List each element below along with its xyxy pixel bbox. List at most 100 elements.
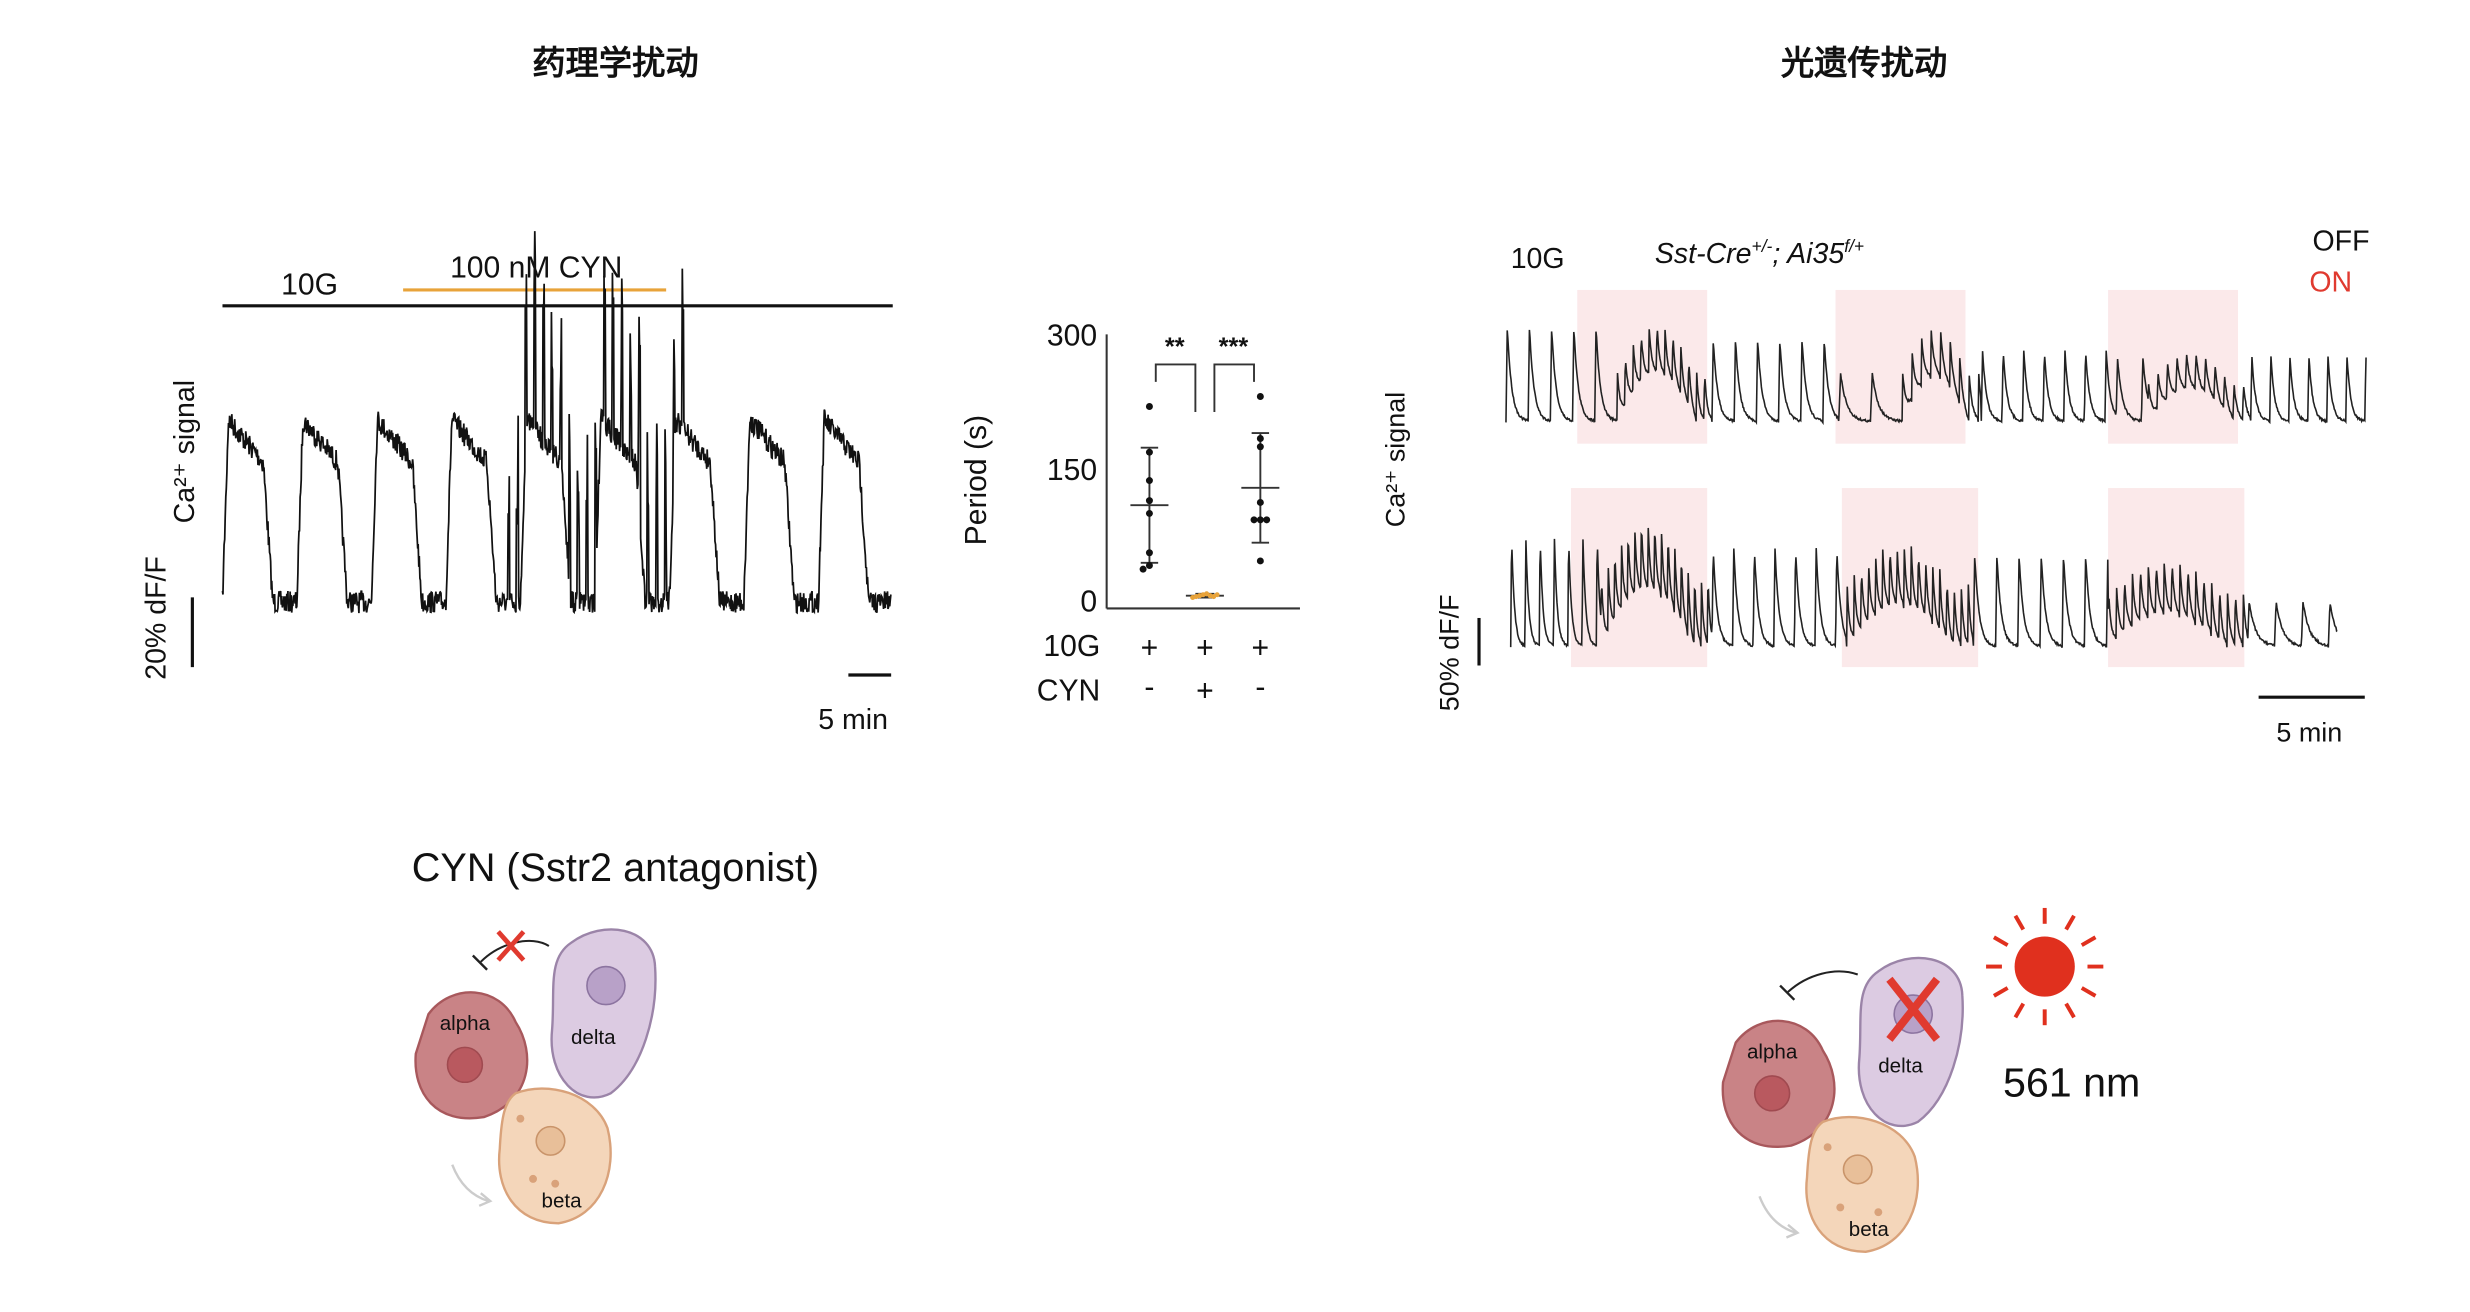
left-ylabel: Ca²⁺ signal — [169, 380, 201, 523]
granule — [516, 1114, 525, 1123]
sun-ray — [1992, 986, 2009, 998]
granule — [529, 1174, 538, 1183]
block-x-icon — [496, 930, 526, 962]
granule — [1836, 1203, 1845, 1212]
delta-cell — [1857, 956, 1964, 1128]
data-point — [1256, 435, 1264, 442]
left-cell-diagram: CYN (Sstr2 antagonist) alpha delta beta — [412, 846, 819, 1225]
data-point — [1145, 562, 1153, 570]
alpha-nucleus — [446, 1046, 484, 1084]
sun-ray — [2013, 1002, 2026, 1019]
row-label-10g: 10G — [1043, 630, 1100, 663]
delta-label: delta — [571, 1026, 616, 1049]
condition-sign: - — [1144, 671, 1154, 704]
sun-ray — [2064, 1002, 2076, 1019]
beta-nucleus — [1842, 1154, 1873, 1185]
data-point — [1139, 565, 1147, 573]
right-glucose-label: 10G — [1511, 243, 1565, 275]
delta-nucleus — [586, 965, 626, 1006]
significance-label: ** — [1165, 333, 1185, 361]
light-on-period — [1570, 488, 1708, 668]
data-point — [1263, 516, 1271, 524]
block-x-icon — [1886, 976, 1941, 1042]
data-point — [1256, 557, 1264, 565]
data-point — [1145, 448, 1153, 456]
data-point — [1256, 516, 1264, 524]
data-point — [1145, 549, 1153, 557]
inhibition-bar — [471, 954, 488, 971]
sun-core — [2014, 936, 2075, 997]
right-cell-diagram: alpha delta beta 561 nm — [1721, 907, 2140, 1253]
glucose-label: 10G — [281, 269, 338, 302]
data-point — [1256, 392, 1264, 400]
data-point — [1214, 592, 1220, 598]
granule — [1823, 1143, 1832, 1152]
off-label: OFF — [2313, 225, 2370, 257]
data-point — [1145, 497, 1153, 505]
ytick-label: 150 — [1047, 454, 1097, 487]
data-point — [1256, 443, 1264, 451]
left-scale-x-label: 5 min — [818, 704, 888, 736]
title-optogenetic: 光遗传扰动 — [1781, 45, 1947, 82]
drug-label: 100 nM CYN — [450, 251, 622, 284]
data-point — [1145, 477, 1153, 485]
condition-sign: - — [1255, 671, 1265, 704]
alpha-nucleus — [1753, 1075, 1791, 1112]
sun-ray — [1992, 935, 2009, 947]
row-label-cyn: CYN — [1037, 674, 1101, 707]
alpha-label: alpha — [440, 1012, 491, 1035]
left-calcium-trace — [221, 231, 892, 615]
beta-label: beta — [1849, 1218, 1890, 1241]
alpha-label: alpha — [1747, 1040, 1798, 1063]
granule — [1874, 1208, 1883, 1217]
granule — [551, 1179, 560, 1188]
data-point — [1250, 516, 1258, 524]
significance-bracket — [1154, 363, 1197, 412]
period-scatter-plot: 300 150 0 Period (s) 10G CYN + + + - + -… — [960, 319, 1300, 707]
light-sun-icon — [1986, 907, 2104, 1026]
beta-cell — [1805, 1115, 1920, 1253]
delta-cell — [550, 928, 657, 1099]
sun-ray — [2013, 914, 2026, 931]
title-pharmacology: 药理学扰动 — [532, 44, 698, 82]
sun-ray — [2064, 914, 2076, 931]
data-point — [1256, 498, 1264, 506]
condition-sign: + — [1196, 674, 1214, 707]
significance-label: *** — [1219, 333, 1249, 361]
condition-sign: + — [1252, 632, 1270, 665]
delta-label: delta — [1878, 1055, 1923, 1078]
diagram-title: CYN (Sstr2 antagonist) — [412, 846, 819, 890]
data-point — [1145, 509, 1153, 517]
on-label: ON — [2309, 267, 2352, 299]
beta-cell — [497, 1087, 612, 1225]
inhibition-bar — [1779, 984, 1796, 1001]
light-on-period — [2108, 488, 2245, 668]
left-scale-y-label: 20% dF/F — [140, 556, 172, 680]
ytick-label: 300 — [1047, 319, 1097, 352]
right-trace-panel: 10G Sst-Cre+/-; Ai35f/+ OFF ON Ca²⁺ sign… — [1381, 225, 2370, 747]
scatter-ylabel: Period (s) — [960, 415, 993, 545]
secretion-arrow — [451, 1164, 490, 1203]
arrow-head — [1785, 1223, 1800, 1239]
ytick-label: 0 — [1080, 586, 1097, 619]
beta-nucleus — [535, 1125, 566, 1156]
condition-sign: + — [1141, 632, 1159, 665]
light-on-periods — [1570, 289, 2245, 668]
right-calcium-trace-1 — [1505, 329, 2367, 426]
genotype-label: Sst-Cre+/-; Ai35f/+ — [1655, 236, 1864, 270]
condition-sign: + — [1196, 632, 1214, 665]
right-calcium-trace-2 — [1509, 527, 2338, 650]
sun-ray — [2080, 986, 2097, 998]
right-scale-x-label: 5 min — [2276, 718, 2342, 748]
light-on-period — [1577, 289, 1708, 444]
significance-bracket — [1213, 363, 1255, 412]
right-ylabel: Ca²⁺ signal — [1381, 392, 1411, 527]
light-on-period — [1841, 488, 1979, 668]
secretion-arrow — [1758, 1195, 1797, 1234]
data-point — [1145, 403, 1153, 411]
inhibition-arrow — [1787, 970, 1859, 993]
beta-label: beta — [542, 1189, 583, 1212]
sun-ray — [2080, 935, 2097, 947]
right-scale-y-label: 50% dF/F — [1434, 594, 1464, 711]
